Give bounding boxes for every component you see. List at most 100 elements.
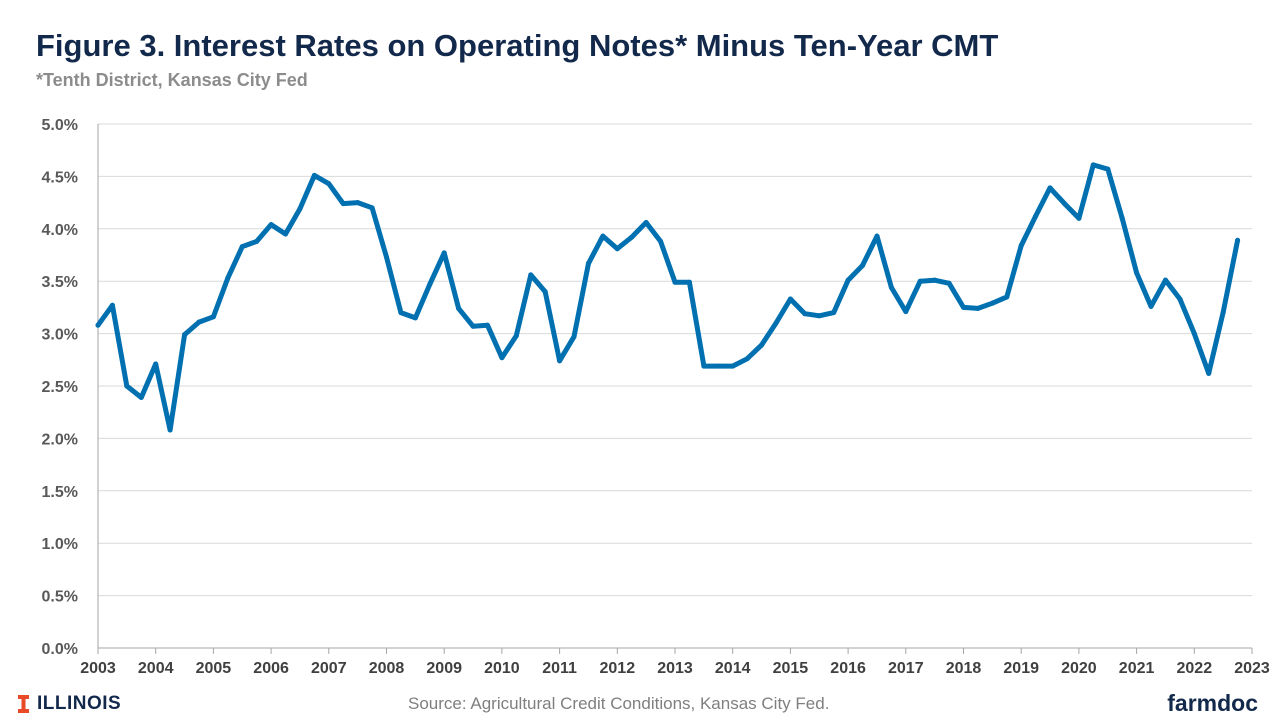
x-tick-label: 2006 (253, 660, 289, 677)
source-note: Source: Agricultural Credit Conditions, … (408, 694, 830, 713)
data-point (182, 332, 188, 338)
data-point (816, 313, 822, 319)
data-point (802, 311, 808, 317)
y-tick-label: 1.0% (42, 536, 78, 553)
data-point (686, 279, 692, 285)
y-tick-label: 2.0% (42, 431, 78, 448)
x-tick-label: 2022 (1177, 660, 1213, 677)
data-point (585, 260, 591, 266)
data-point (283, 231, 289, 237)
data-point (614, 246, 620, 252)
data-point (989, 300, 995, 306)
data-point (701, 363, 707, 369)
x-tick-label: 2021 (1119, 660, 1155, 677)
x-tick-label: 2018 (946, 660, 982, 677)
x-tick-label: 2011 (542, 660, 577, 677)
data-point (1235, 237, 1241, 243)
data-point (340, 201, 346, 207)
logo-text: ILLINOIS (37, 693, 122, 714)
data-point (109, 302, 115, 308)
x-tick-label: 2014 (715, 660, 751, 677)
data-point (355, 200, 361, 206)
data-point (946, 280, 952, 286)
data-point (499, 355, 505, 361)
data-point (1134, 270, 1140, 276)
data-point (1076, 215, 1082, 221)
data-point (903, 309, 909, 315)
data-point (715, 363, 721, 369)
data-point (787, 296, 793, 302)
data-point (254, 238, 260, 244)
data-point (888, 284, 894, 290)
data-point (1004, 294, 1010, 300)
x-tick-label: 2016 (830, 660, 866, 677)
data-point (1018, 243, 1024, 249)
x-tick-label: 2004 (138, 660, 174, 677)
y-tick-label: 0.0% (42, 641, 78, 658)
y-tick-label: 2.5% (42, 379, 78, 396)
data-point (744, 356, 750, 362)
data-point (1033, 213, 1039, 219)
data-point (196, 319, 202, 325)
data-point (484, 322, 490, 328)
data-point (600, 233, 606, 239)
data-point (1177, 296, 1183, 302)
data-point (528, 272, 534, 278)
gridlines (98, 123, 1252, 597)
data-point (95, 322, 101, 328)
x-tick-label: 2003 (80, 660, 116, 677)
x-tick-label: 2012 (600, 660, 636, 677)
y-tick-label: 4.5% (42, 169, 78, 186)
data-point (456, 305, 462, 311)
data-point (470, 323, 476, 329)
data-point (427, 281, 433, 287)
data-point (975, 305, 981, 311)
data-point (917, 278, 923, 284)
data-point (1162, 277, 1168, 283)
data-point (1090, 162, 1096, 168)
data-point (1119, 215, 1125, 221)
data-point (441, 250, 447, 256)
data-point (239, 244, 245, 250)
data-point (759, 342, 765, 348)
data-point (961, 304, 966, 310)
data-point (629, 234, 635, 240)
y-tick-label: 0.5% (42, 589, 78, 606)
chart-title: Figure 3. Interest Rates on Operating No… (36, 28, 999, 63)
data-point (831, 310, 837, 316)
x-tick-label: 2010 (484, 660, 520, 677)
data-point (398, 310, 404, 316)
y-tick-label: 5.0% (42, 117, 78, 134)
x-tick-label: 2005 (196, 660, 232, 677)
data-point (311, 172, 317, 178)
x-tick-label: 2015 (773, 660, 809, 677)
data-point (542, 289, 548, 295)
y-tick-label: 3.0% (42, 327, 78, 344)
data-point (1220, 310, 1226, 316)
illinois-logo: ILLINOIS (18, 692, 121, 716)
data-point (1191, 331, 1197, 337)
data-point (1047, 185, 1053, 191)
data-point (124, 383, 130, 389)
data-point (860, 262, 866, 268)
chart-subtitle: *Tenth District, Kansas City Fed (36, 70, 308, 90)
data-point (369, 205, 375, 211)
y-tick-label: 3.5% (42, 274, 78, 291)
block-i-icon (18, 695, 29, 713)
data-point (297, 206, 303, 212)
data-point (773, 320, 779, 326)
farmdoc-brand: farmdoc (1167, 690, 1258, 716)
data-points (95, 162, 1241, 433)
x-axis-ticks: 2003 2004 2005 2006 2007 2008 2009 2010 2011 2012… (80, 648, 1270, 677)
data-point (658, 238, 664, 244)
x-tick-label: 2008 (369, 660, 405, 677)
x-tick-label: 2023 (1234, 660, 1270, 677)
data-point (225, 275, 231, 281)
x-tick-label: 2009 (426, 660, 462, 677)
data-point (1148, 303, 1154, 309)
data-point (932, 277, 938, 283)
data-point (845, 277, 851, 283)
data-point (672, 279, 678, 285)
data-point (874, 233, 880, 239)
